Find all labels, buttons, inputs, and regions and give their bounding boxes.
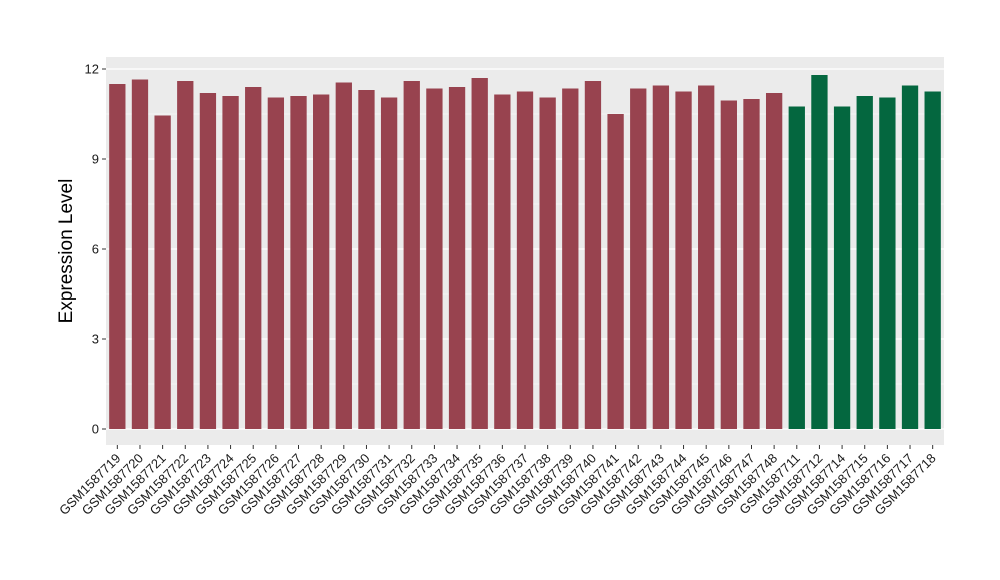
- bar-GSM1587742: [630, 88, 647, 429]
- bar-GSM1587715: [856, 96, 873, 429]
- bar-GSM1587717: [901, 85, 919, 429]
- bar-GSM1587728: [313, 94, 330, 429]
- bar-GSM1587741: [607, 114, 624, 429]
- bar-GSM1587731: [380, 97, 398, 429]
- bar-GSM1587720: [131, 79, 149, 429]
- bar-GSM1587733: [426, 88, 443, 429]
- bar-GSM1587714: [833, 106, 851, 429]
- y-tick-label: 3: [92, 332, 99, 347]
- bar-GSM1587722: [177, 81, 194, 429]
- bar-GSM1587723: [199, 93, 217, 429]
- bar-GSM1587746: [720, 100, 737, 429]
- bar-GSM1587729: [335, 82, 352, 429]
- y-tick-label: 6: [92, 242, 99, 257]
- bar-GSM1587744: [675, 91, 692, 429]
- bar-GSM1587730: [358, 90, 375, 429]
- bar-GSM1587724: [222, 96, 239, 429]
- bar-GSM1587718: [924, 91, 941, 429]
- bar-GSM1587726: [267, 97, 285, 429]
- bar-GSM1587725: [245, 87, 262, 429]
- bar-GSM1587738: [539, 97, 556, 429]
- bar-GSM1587747: [743, 99, 760, 429]
- bar-GSM1587712: [811, 75, 828, 429]
- bar-GSM1587743: [652, 85, 670, 429]
- bar-GSM1587711: [788, 106, 805, 429]
- bar-GSM1587719: [109, 84, 126, 429]
- bar-GSM1587734: [448, 87, 466, 429]
- y-axis: 0 3 6 9 12: [85, 62, 106, 437]
- bar-GSM1587716: [879, 97, 896, 429]
- y-tick-label: 0: [92, 422, 99, 437]
- bar-GSM1587748: [765, 93, 783, 429]
- x-axis: GSM1587719GSM1587720GSM1587721GSM1587722…: [56, 445, 939, 518]
- y-tick-label: 9: [92, 152, 99, 167]
- y-axis-title: Expression Level: [56, 179, 77, 324]
- bar-GSM1587727: [290, 96, 307, 429]
- bar-GSM1587739: [562, 88, 579, 429]
- bar-GSM1587745: [698, 85, 715, 429]
- bar-GSM1587736: [494, 94, 511, 429]
- y-tick-label: 12: [85, 62, 99, 77]
- bar-GSM1587721: [154, 115, 171, 429]
- bar-GSM1587735: [471, 78, 488, 429]
- bar-GSM1587732: [403, 81, 420, 429]
- bars: [109, 75, 941, 429]
- bar-GSM1587737: [516, 91, 534, 429]
- bar-GSM1587740: [584, 81, 602, 429]
